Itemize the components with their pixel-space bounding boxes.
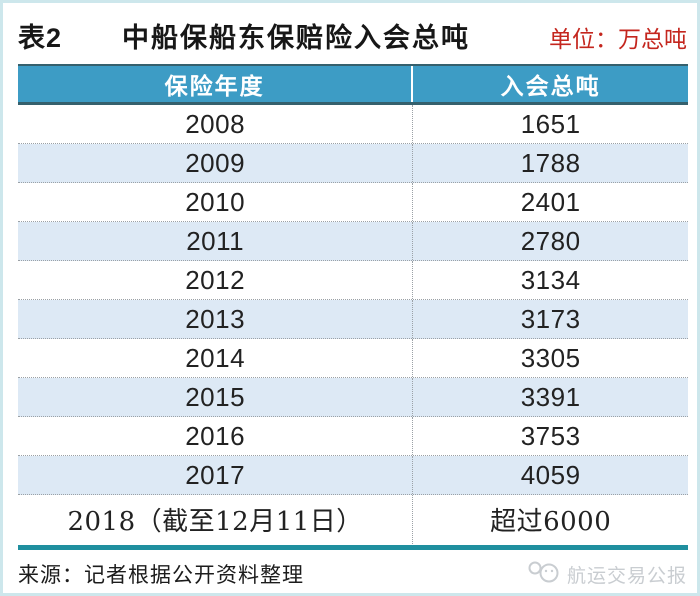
table-title: 中船保船东保赔险入会总吨 (122, 23, 471, 53)
table-row: 2009 1788 (18, 144, 688, 183)
tonnage-cell: 超过6000 (490, 507, 612, 537)
year-cell: 2014 (18, 339, 414, 377)
table-row: 2018（截至12月11日） 超过6000 (18, 495, 688, 544)
header-cell-tonnage: 入会总吨 (500, 73, 601, 99)
year-cell: 2010 (18, 183, 414, 221)
watermark: 航运交易公报 (526, 560, 687, 589)
table-row: 2012 3134 (18, 261, 688, 300)
header-cell-year: 保险年度 (18, 66, 414, 102)
year-cell: 2015 (18, 378, 414, 416)
table-row: 2008 1651 (18, 105, 688, 144)
data-table: 保险年度 入会总吨 2008 1651 2009 1788 2010 2401 … (18, 64, 688, 544)
tonnage-cell: 4059 (520, 459, 581, 490)
tonnage-cell: 3134 (520, 264, 581, 295)
year-cell: 2017 (18, 456, 414, 494)
year-cell: 2009 (18, 144, 414, 182)
year-cell: 2008 (18, 105, 414, 143)
table-row: 2013 3173 (18, 300, 688, 339)
tonnage-cell: 1788 (520, 147, 581, 178)
footer-bar: 来源：记者根据公开资料整理 航运交易公报 (3, 550, 697, 589)
tonnage-cell: 3753 (520, 420, 581, 451)
bottom-rule (18, 545, 688, 550)
year-cell: 2013 (18, 300, 414, 338)
tonnage-cell: 2401 (520, 186, 581, 217)
tonnage-cell: 2780 (520, 225, 581, 256)
table-row: 2011 2780 (18, 222, 688, 261)
table-row: 2016 3753 (18, 417, 688, 456)
watermark-logo-icon (526, 560, 562, 589)
source-note: 来源：记者根据公开资料整理 (18, 563, 304, 587)
table-header-row: 保险年度 入会总吨 (18, 64, 688, 105)
tonnage-cell: 3305 (520, 342, 581, 373)
table-row: 2014 3305 (18, 339, 688, 378)
year-cell: 2016 (18, 417, 414, 455)
tonnage-cell: 1651 (520, 108, 581, 139)
table-number-label: 表2 (18, 23, 63, 53)
title-bar: 表2 中船保船东保赔险入会总吨 单位：万总吨 (3, 3, 697, 64)
table-row: 2010 2401 (18, 183, 688, 222)
year-cell: 2018（截至12月11日） (18, 495, 414, 544)
tonnage-cell: 3391 (520, 381, 581, 412)
watermark-text: 航运交易公报 (566, 565, 687, 587)
year-cell: 2012 (18, 261, 414, 299)
unit-label: 单位：万总吨 (549, 27, 687, 53)
table-row: 2015 3391 (18, 378, 688, 417)
year-cell: 2011 (18, 222, 414, 260)
table-body: 2008 1651 2009 1788 2010 2401 2011 2780 … (18, 105, 688, 544)
table-row: 2017 4059 (18, 456, 688, 495)
tonnage-cell: 3173 (520, 303, 581, 334)
